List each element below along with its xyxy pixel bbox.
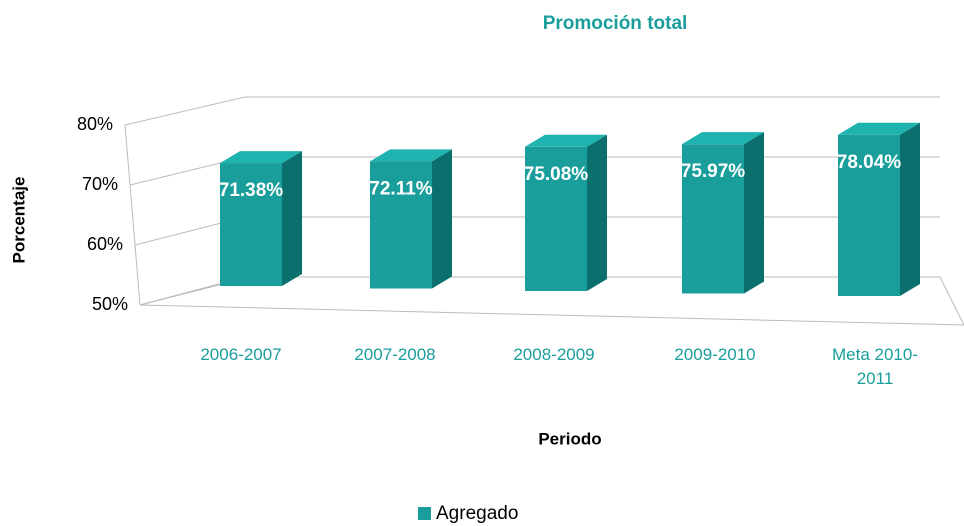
bar bbox=[220, 163, 282, 286]
legend-swatch bbox=[418, 507, 431, 520]
legend-label: Agregado bbox=[436, 503, 518, 524]
bar bbox=[838, 134, 900, 296]
y-axis bbox=[124, 124, 141, 306]
bar-side bbox=[432, 149, 452, 289]
bar bbox=[682, 144, 744, 294]
x-axis-label: Periodo bbox=[538, 429, 601, 448]
bar-top bbox=[370, 149, 452, 162]
x-tick-label: 2008-2009 bbox=[513, 345, 595, 364]
y-axis-label: Porcentaje bbox=[9, 177, 28, 264]
x-tick-label: 2006-2007 bbox=[200, 345, 282, 364]
data-label: 78.04% bbox=[837, 152, 902, 173]
bar-side bbox=[744, 132, 764, 294]
data-label: 72.11% bbox=[369, 178, 432, 199]
bar-top bbox=[525, 134, 607, 147]
bar-top bbox=[838, 122, 920, 135]
bar bbox=[370, 161, 432, 289]
data-label: 75.97% bbox=[681, 161, 746, 182]
bar bbox=[525, 146, 587, 291]
y-tick-label: 60% bbox=[87, 234, 123, 254]
data-label: 75.08% bbox=[524, 164, 589, 185]
x-tick-label: 2009-2010 bbox=[674, 345, 756, 364]
bar-side bbox=[900, 122, 920, 297]
x-tick-label: 2007-2008 bbox=[354, 345, 436, 364]
y-tick-label: 80% bbox=[77, 114, 113, 134]
bar-side bbox=[282, 151, 302, 286]
y-tick-label: 50% bbox=[92, 294, 128, 314]
data-label: 71.38% bbox=[219, 180, 284, 201]
bar-side bbox=[587, 134, 607, 291]
y-tick-label: 70% bbox=[82, 174, 118, 194]
chart-title: Promoción total bbox=[543, 13, 688, 34]
bar-top bbox=[220, 151, 302, 164]
x-tick-label: Meta 2010-2011 bbox=[832, 345, 918, 388]
bar-top bbox=[682, 132, 764, 145]
grid-line bbox=[124, 96, 940, 126]
